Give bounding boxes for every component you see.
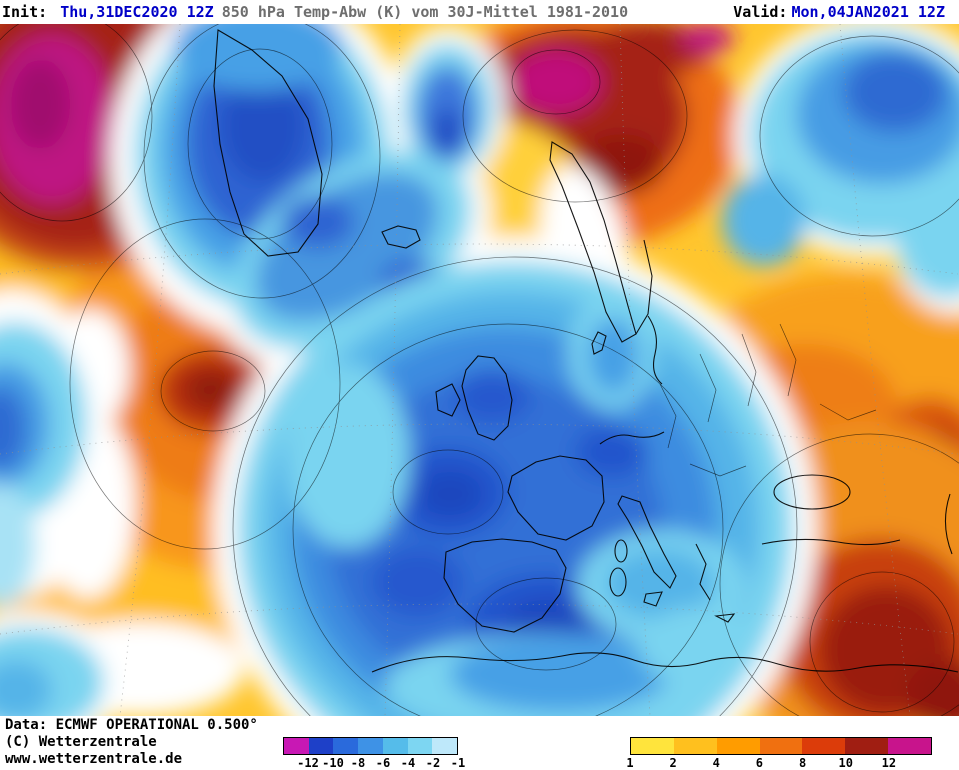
legend-tick-label: -1 xyxy=(450,756,466,770)
legend-color-swatch xyxy=(284,738,309,754)
legend-color-swatch xyxy=(802,738,846,754)
legend-tick-label: -6 xyxy=(375,756,391,770)
anomaly-field xyxy=(0,24,959,716)
anomaly-contours xyxy=(0,24,959,716)
header-bar: Init: Thu,31DEC2020 12Z 850 hPa Temp-Abw… xyxy=(0,0,959,24)
legend-tick-label: -10 xyxy=(322,756,344,770)
legend-negative-labels: -12 -10 -8 -6 -4 -2 -1 xyxy=(283,756,465,770)
legend-positive-bar xyxy=(630,737,932,755)
legend-color-swatch xyxy=(716,738,760,754)
legend-tick-label: -4 xyxy=(400,756,416,770)
legend-tick-label: 1 xyxy=(626,756,634,770)
map-title: 850 hPa Temp-Abw (K) vom 30J-Mittel 1981… xyxy=(221,3,629,21)
legend-tick-label: 8 xyxy=(798,756,807,770)
init-value: Thu,31DEC2020 12Z xyxy=(60,3,214,21)
copyright-line: (C) Wetterzentrale xyxy=(5,734,157,750)
legend-color-swatch xyxy=(673,738,717,754)
legend-tick-label: 10 xyxy=(838,756,853,770)
website-line: www.wetterzentrale.de xyxy=(5,751,183,767)
legend-color-swatch xyxy=(432,738,458,754)
legend-color-swatch xyxy=(759,738,803,754)
valid-value: Mon,04JAN2021 12Z xyxy=(791,3,945,21)
legend-tick-label: 6 xyxy=(755,756,764,770)
legend-color-swatch xyxy=(888,738,932,754)
footer-bar: Data: ECMWF OPERATIONAL 0.500° (C) Wette… xyxy=(0,716,959,770)
valid-label: Valid: xyxy=(733,3,788,21)
legend-color-swatch xyxy=(845,738,889,754)
legend-tick-label: 2 xyxy=(669,756,677,770)
map-area xyxy=(0,24,959,716)
data-source-line: Data: ECMWF OPERATIONAL 0.500° xyxy=(5,717,258,733)
legend-color-swatch xyxy=(407,738,433,754)
legend-tick-label: -12 xyxy=(297,756,319,770)
legend-color-swatch xyxy=(382,738,408,754)
valid-group: Valid: Mon,04JAN2021 12Z xyxy=(733,3,959,21)
legend-tick-label: -8 xyxy=(350,756,366,770)
legend-tick-label: -2 xyxy=(425,756,441,770)
legend-color-swatch xyxy=(631,738,674,754)
weather-map-graphic xyxy=(0,24,959,716)
legend-tick-label: 12 xyxy=(881,756,897,770)
country-borders xyxy=(659,323,877,477)
legend-positive-labels: 1 2 4 6 8 10 12 xyxy=(626,756,932,770)
legend-tick-label: 4 xyxy=(712,756,720,770)
credits-block: Data: ECMWF OPERATIONAL 0.500° (C) Wette… xyxy=(5,717,258,768)
legend-color-swatch xyxy=(308,738,334,754)
init-group: Init: Thu,31DEC2020 12Z xyxy=(0,3,214,21)
legend-color-swatch xyxy=(358,738,383,754)
init-label: Init: xyxy=(2,3,48,21)
legend-color-swatch xyxy=(333,738,359,754)
legend-negative-bar xyxy=(283,737,458,755)
coastlines xyxy=(213,29,959,673)
graticule xyxy=(0,24,959,716)
